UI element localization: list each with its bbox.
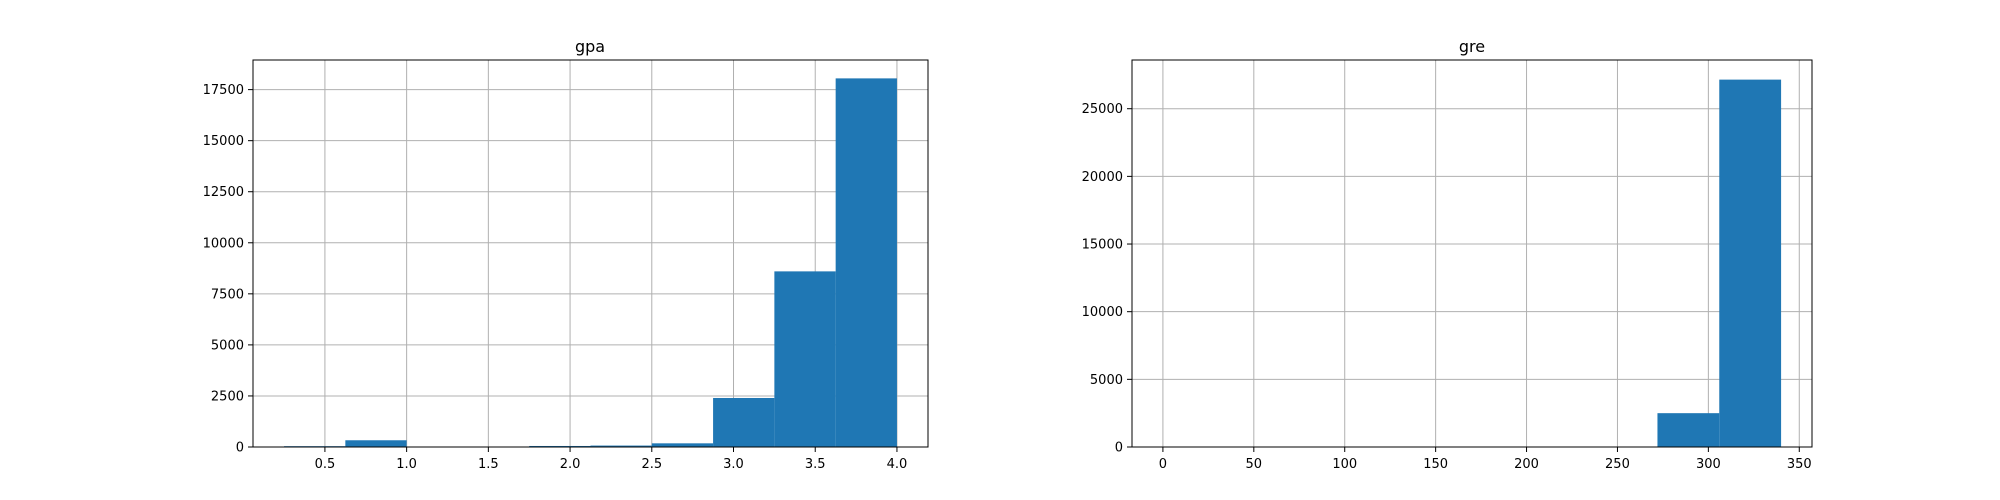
histogram-bar-gre xyxy=(1719,79,1782,447)
x-tick-label: 350 xyxy=(1787,457,1812,472)
y-tick-label: 5000 xyxy=(1090,373,1123,388)
x-tick-label: 0.5 xyxy=(315,457,336,472)
bars-gpa xyxy=(284,78,897,447)
y-tick-label: 7500 xyxy=(211,287,244,302)
axes-frame-gpa xyxy=(252,59,929,448)
histogram-bar-gpa xyxy=(651,443,714,447)
chart-title-gpa: gpa xyxy=(575,37,605,56)
histogram-bar-gpa xyxy=(713,397,775,447)
grid-gre xyxy=(1132,60,1812,448)
histogram-bar-gre xyxy=(1657,413,1720,447)
x-tick-label: 250 xyxy=(1605,457,1630,472)
y-tick-label: 15000 xyxy=(203,134,244,149)
y-tick-label: 10000 xyxy=(203,236,244,251)
x-tick-label: 2.5 xyxy=(641,457,662,472)
x-tick-label: 200 xyxy=(1514,457,1539,472)
y-tick-label: 0 xyxy=(1115,441,1123,456)
histogram-bar-gpa xyxy=(345,440,407,447)
y-tick-label: 17500 xyxy=(203,83,244,98)
histogram-gre: gre 0 50 100 150 200 250 300 350 0 5000 10000 15000… xyxy=(1082,37,1813,472)
bars-gre xyxy=(1657,79,1782,447)
x-tick-label: 150 xyxy=(1423,457,1448,472)
y-tick-label: 15000 xyxy=(1082,238,1123,253)
x-tick-label: 1.5 xyxy=(478,457,499,472)
y-tick-label: 12500 xyxy=(203,185,244,200)
histogram-bar-gpa xyxy=(835,78,897,447)
histogram-bar-gpa xyxy=(774,271,836,447)
y-tick-label: 5000 xyxy=(211,338,244,353)
x-tick-label: 100 xyxy=(1332,457,1357,472)
x-tick-label: 0 xyxy=(1159,457,1167,472)
y-tick-label: 2500 xyxy=(211,389,244,404)
y-tick-label: 25000 xyxy=(1082,102,1123,117)
histogram-gpa: gpa 0.5 1.0 1.5 2.0 2.5 3.0 3.5 4.0 0 2500 5000 750… xyxy=(203,37,929,472)
chart-title-gre: gre xyxy=(1459,37,1485,56)
axes-frame-gre xyxy=(1131,59,1813,448)
x-tick-label: 50 xyxy=(1246,457,1263,472)
histogram-bar-gpa xyxy=(529,445,591,447)
y-tick-label: 20000 xyxy=(1082,170,1123,185)
x-tick-label: 300 xyxy=(1696,457,1721,472)
x-tick-label: 2.0 xyxy=(560,457,581,472)
x-tick-label: 1.0 xyxy=(396,457,417,472)
x-tick-label: 4.0 xyxy=(887,457,908,472)
histogram-bar-gpa xyxy=(590,445,652,447)
x-tick-label: 3.5 xyxy=(805,457,826,472)
y-tick-label: 10000 xyxy=(1082,305,1123,320)
axes-gpa: 0.5 1.0 1.5 2.0 2.5 3.0 3.5 4.0 0 2500 5000 7500 100… xyxy=(203,59,929,472)
axes-gre: 0 50 100 150 200 250 300 350 0 5000 10000 15000 2000… xyxy=(1082,59,1813,472)
x-tick-label: 3.0 xyxy=(723,457,744,472)
y-tick-label: 0 xyxy=(236,441,244,456)
